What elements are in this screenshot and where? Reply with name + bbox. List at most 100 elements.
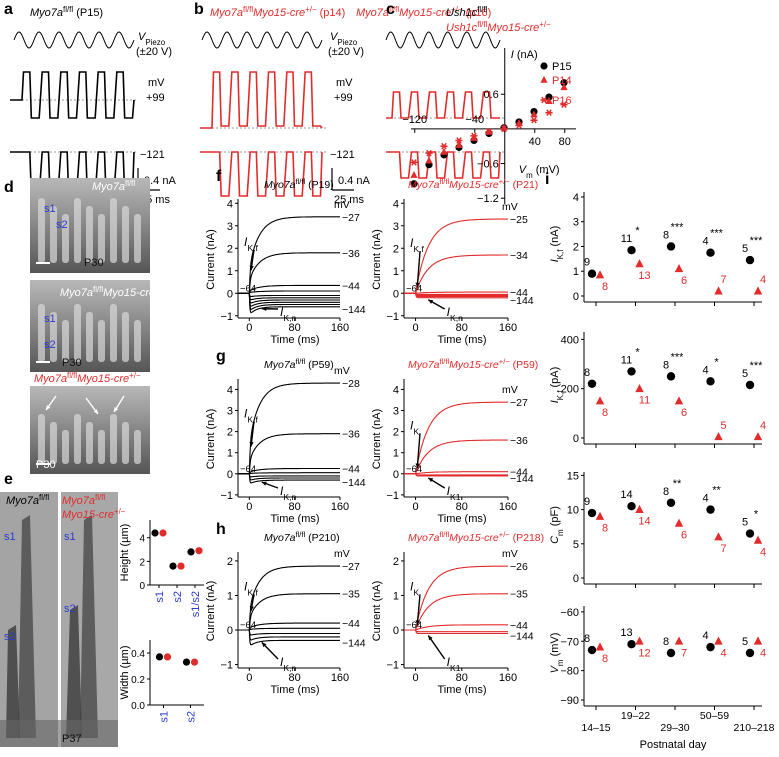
annotation: IK,f [410,236,424,254]
current-trace [404,292,508,295]
current-trace [10,71,135,119]
stereocilium [86,206,93,263]
n-label: 11 [621,354,632,366]
annotation: IK,n [280,655,296,673]
text-part: I [244,235,248,249]
text-part: I [280,305,284,319]
y-tick-label: 1 [393,266,399,278]
y-tick-label: −60 [560,607,579,619]
image-title: Myo7afl/fl [62,493,105,508]
stereocilium [80,515,98,738]
data-point [151,529,159,537]
legend-label: Ush1cfl/fl [446,5,488,20]
image-title: Myo7afl/fl [6,493,49,508]
n-label: 8 [602,522,608,534]
stereocilium [18,515,36,738]
arrow-head [93,409,98,414]
data-point [635,636,644,645]
text-part: Myo7a [34,373,67,385]
axis-title: Time (ms) [270,334,319,346]
row-label: s2 [4,631,16,643]
text-part: Ush1c [446,7,478,19]
stereocilium [38,304,45,362]
x-tick-label: 80 [456,501,468,513]
y-tick-label: 3 [393,406,399,418]
data-point [745,380,755,390]
voltage-label: −44 [342,464,360,476]
stereocilium [134,430,141,464]
text-part: Myo15 [449,179,481,191]
data-point [674,264,684,273]
text-part: Ush1c [446,22,478,34]
voltage-label: −36 [510,435,528,447]
axis-title: Time (ms) [270,684,319,696]
data-point [745,255,755,265]
data-point [545,97,553,104]
y-tick-label: 4 [573,192,579,204]
data-point [745,648,755,658]
voltage-label: −44 [342,618,360,630]
text-part: (p16) [463,7,492,19]
image-title: Myo7afl/fl [92,179,135,194]
axis-label: VPiezo [330,31,358,47]
data-point [455,140,463,148]
stereocilium [62,320,69,362]
voltage-label: −44 [510,620,528,632]
y-tick-label: 3 [393,221,399,233]
voltage-label: +99 [334,92,353,104]
arrow-head [261,306,267,311]
data-point [470,134,478,141]
y-tick-label: −70 [560,636,579,648]
arrow-head [428,299,434,304]
age-label: P30 [62,357,82,369]
axis-title: Vm (mV) [519,164,560,180]
x-tick-label: s2 [172,591,184,603]
n-label: 4 [702,236,708,248]
annotation: IK,n [447,305,463,323]
voltage-label: −144 [342,477,366,489]
subscript: m [526,170,533,179]
superscript: fl/fl [93,285,103,294]
significance: *** [710,228,724,240]
superscript: fl/fl [440,357,450,366]
text-part: (p14) [317,7,346,19]
text-part: V [330,31,339,43]
text-part: -cre [481,179,499,191]
stimulus-wave [13,31,135,49]
text-part: (pA) [549,367,561,391]
current-trace [404,291,508,294]
axis-title: Current (nA) [205,229,217,290]
data-point [706,248,715,257]
stimulus-wave [201,31,323,49]
y-tick-label: 0 [393,469,399,481]
n-label: 14 [620,489,632,501]
voltage-label: −64 [240,464,256,475]
legend-marker [540,75,548,83]
text-part: -cre [481,532,499,544]
arrow-head [428,635,433,641]
significance: * [635,225,640,237]
data-point [159,529,167,537]
y-tick-label: 0 [227,469,233,481]
superscript: +/− [499,357,511,366]
voltage-label: −121 [330,149,355,161]
n-label: 14 [638,516,650,528]
panel-title: Myo7afl/flMyo15-cre+/− (P59) [408,357,538,372]
legend-label: Ush1cfl/flMyo15-cre+/− [446,20,551,35]
axis-title: Current (nA) [205,581,217,642]
y-tick-label: 5 [573,539,579,551]
n-label: 12 [638,647,650,659]
stereocilium [122,312,129,362]
text-part: Myo15 [449,532,481,544]
superscript: fl/fl [477,20,487,29]
subscript: K,n [450,313,463,323]
text-part: (P218) [510,532,544,544]
y-tick-label: 1 [393,448,399,460]
axis-title: Time (ms) [437,513,486,525]
significance: *** [750,235,764,247]
voltage-label: −64 [406,620,422,631]
current-trace [200,151,323,197]
current-trace [238,292,340,304]
superscript: fl/fl [296,177,306,186]
text-part: -cre [520,22,539,34]
